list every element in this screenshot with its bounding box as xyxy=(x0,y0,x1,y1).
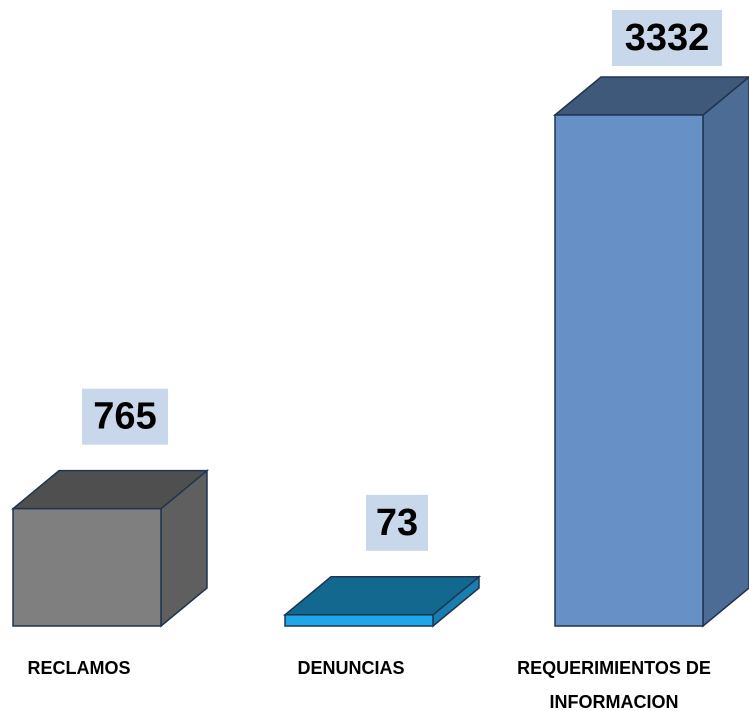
bar-front xyxy=(12,507,162,627)
value-label: 3332 xyxy=(625,17,710,59)
value-label-box xyxy=(82,388,168,445)
bar-side xyxy=(702,76,749,628)
x-tick-label: DENUNCIAS xyxy=(297,658,405,678)
value-label: 73 xyxy=(376,502,418,544)
x-tick-label: RECLAMOS xyxy=(27,658,131,678)
value-label: 765 xyxy=(93,396,156,438)
value-label-box xyxy=(366,494,428,551)
bar-front xyxy=(284,614,434,627)
x-tick-label: REQUERIMIENTOS DE INFORMACION xyxy=(517,658,711,711)
value-label-box xyxy=(612,10,722,66)
bar-front xyxy=(554,114,704,627)
